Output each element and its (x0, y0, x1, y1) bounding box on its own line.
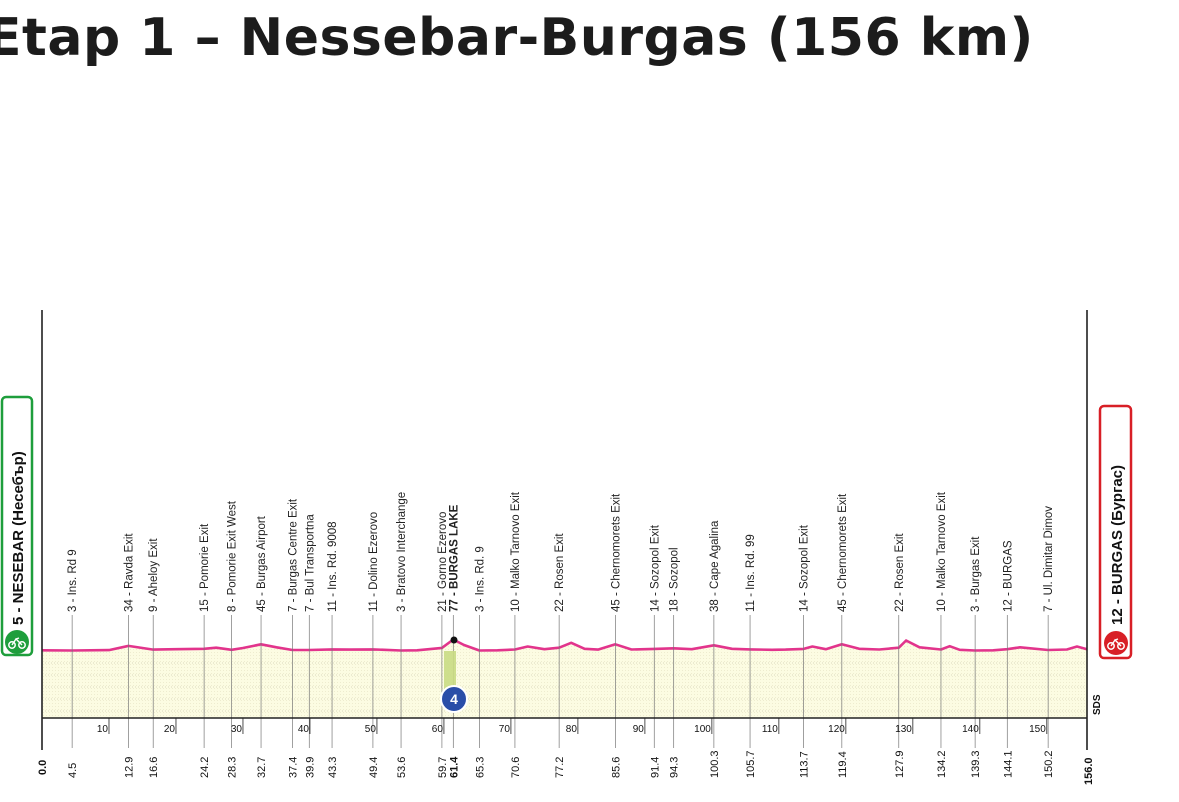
start-bike-icon (5, 630, 29, 654)
x-tick-label: 60 (432, 724, 444, 735)
finish-label: 12 - BURGAS (Бургас) (1109, 465, 1126, 625)
checkpoint-label: 8 - Pomorie Exit West (227, 500, 239, 612)
checkpoint-km: 65.3 (474, 757, 486, 778)
checkpoint-label: 45 - Burgas Airport (256, 515, 268, 612)
checkpoint-km: 105.7 (745, 750, 757, 778)
x-tick-label: 90 (633, 724, 645, 735)
checkpoint-km: 12.9 (123, 757, 135, 778)
checkpoint-km: 127.9 (894, 750, 906, 778)
checkpoint-km: 43.3 (327, 757, 339, 778)
checkpoint-km: 91.4 (649, 757, 661, 778)
checkpoint-km: 134.2 (936, 750, 948, 778)
finish-km-label: 156.0 (1083, 757, 1095, 785)
checkpoint-label: 45 - Chernomorets Exit (837, 493, 849, 612)
x-tick-label: 100 (694, 724, 711, 735)
checkpoint-label: 10 - Malko Tarnovo Exit (936, 491, 948, 612)
checkpoint-label: 77 - BURGAS LAKE (448, 504, 460, 612)
checkpoint-label: 7 - Bul Transportna (304, 514, 316, 612)
checkpoint-label: 22 - Rosen Exit (894, 533, 906, 612)
x-tick-label: 10 (97, 724, 109, 735)
checkpoint-label: 11 - Dolino Ezerovo (368, 512, 380, 612)
x-tick-label: 20 (164, 724, 176, 735)
profile-area (42, 639, 1087, 718)
x-tick-label: 30 (231, 724, 243, 735)
page-title: Etap 1 – Nessebar-Burgas (156 km) (0, 8, 1034, 68)
checkpoint-km: 100.3 (709, 750, 721, 778)
checkpoint-km: 61.4 (448, 756, 460, 778)
checkpoint-km: 77.2 (554, 757, 566, 778)
checkpoint-label: 11 - Ins. Rd. 9008 (327, 521, 339, 612)
sprint-number: 4 (450, 691, 458, 707)
sprint-marker: 4 (440, 636, 468, 713)
checkpoint-label: 11 - Ins. Rd. 99 (745, 534, 757, 612)
checkpoint-km: 37.4 (288, 757, 300, 778)
checkpoint-label: 21 - Gorno Ezerovo (437, 512, 449, 612)
checkpoint-label: 9 - Aheloy Exit (148, 538, 160, 612)
checkpoint-km: 16.6 (148, 757, 160, 778)
checkpoint-km: 39.9 (304, 757, 316, 778)
checkpoint-km: 119.4 (837, 751, 849, 778)
checkpoint-label: 3 - Bratovo Interchange (396, 492, 408, 612)
checkpoint-label: 3 - Ins. Rd. 9 (474, 546, 486, 612)
checkpoint-km: 150.2 (1043, 750, 1055, 778)
checkpoint-km: 70.6 (510, 757, 522, 778)
finish-badge: 12 - BURGAS (Бургас) (1098, 404, 1133, 660)
checkpoint-km: 139.3 (970, 750, 982, 778)
checkpoint-km: 32.7 (256, 757, 268, 778)
x-tick-label: 50 (365, 724, 377, 735)
x-tick-label: 140 (962, 724, 979, 735)
checkpoint-km: 53.6 (396, 757, 408, 778)
checkpoint-label: 22 - Rosen Exit (554, 533, 566, 612)
checkpoint-km: 24.2 (199, 757, 211, 778)
checkpoint-km: 144.1 (1002, 750, 1014, 778)
checkpoint-label: 14 - Sozopol Exit (799, 524, 811, 612)
x-tick-label: 130 (895, 724, 912, 735)
checkpoint-label: 14 - Sozopol Exit (649, 524, 661, 612)
checkpoint-km: 49.4 (368, 757, 380, 778)
x-tick-label: 40 (298, 724, 310, 735)
checkpoint-label: 38 - Cape Agalina (709, 520, 721, 612)
checkpoint-km: 94.3 (669, 757, 681, 778)
start-badge: 5 - NESEBAR (Несебър) (0, 395, 34, 657)
checkpoint-label: 7 - Ul. Dimitar Dimov (1043, 506, 1055, 612)
x-tick-label: 110 (762, 724, 778, 735)
checkpoint-label: 45 - Chernomorets Exit (610, 493, 622, 612)
start-label: 5 - NESEBAR (Несебър) (10, 451, 27, 625)
checkpoint-label: 3 - Burgas Exit (970, 536, 982, 612)
checkpoint-km: 4.5 (67, 763, 79, 778)
checkpoint-km: 28.3 (227, 757, 239, 778)
checkpoint-km: 85.6 (610, 757, 622, 778)
checkpoint-label: 12 - BURGAS (1002, 540, 1014, 612)
checkpoint-label: 15 - Pomorie Exit (199, 523, 211, 612)
checkpoint-label: 34 - Ravda Exit (123, 533, 135, 612)
start-km-label: 0.0 (37, 760, 49, 775)
finish-bike-icon (1104, 631, 1128, 655)
checkpoint-km: 59.7 (437, 757, 449, 778)
checkpoint-label: 10 - Malko Tarnovo Exit (510, 491, 522, 612)
checkpoint-km: 113.7 (799, 751, 811, 778)
checkpoint-label: 7 - Burgas Centre Exit (288, 498, 300, 612)
checkpoint-label: 18 - Sozopol (669, 547, 681, 612)
x-tick-label: 120 (828, 724, 845, 735)
x-tick-label: 80 (566, 724, 578, 735)
checkpoint-label: 3 - Ins. Rd 9 (67, 549, 79, 612)
x-tick-label: 150 (1029, 724, 1046, 735)
x-tick-label: 70 (499, 724, 511, 735)
timing-logo: SDS (1092, 694, 1103, 715)
